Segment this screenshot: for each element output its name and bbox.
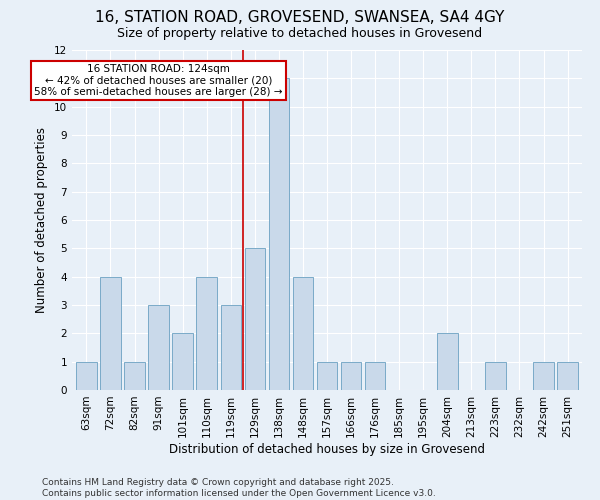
- Text: 16 STATION ROAD: 124sqm
← 42% of detached houses are smaller (20)
58% of semi-de: 16 STATION ROAD: 124sqm ← 42% of detache…: [34, 64, 283, 98]
- X-axis label: Distribution of detached houses by size in Grovesend: Distribution of detached houses by size …: [169, 442, 485, 456]
- Text: 16, STATION ROAD, GROVESEND, SWANSEA, SA4 4GY: 16, STATION ROAD, GROVESEND, SWANSEA, SA…: [95, 10, 505, 25]
- Bar: [485, 362, 506, 390]
- Bar: [172, 334, 193, 390]
- Bar: [317, 362, 337, 390]
- Bar: [341, 362, 361, 390]
- Bar: [76, 362, 97, 390]
- Bar: [437, 334, 458, 390]
- Bar: [269, 78, 289, 390]
- Bar: [196, 276, 217, 390]
- Text: Contains HM Land Registry data © Crown copyright and database right 2025.
Contai: Contains HM Land Registry data © Crown c…: [42, 478, 436, 498]
- Bar: [365, 362, 385, 390]
- Y-axis label: Number of detached properties: Number of detached properties: [35, 127, 49, 313]
- Bar: [148, 305, 169, 390]
- Bar: [100, 276, 121, 390]
- Bar: [245, 248, 265, 390]
- Bar: [221, 305, 241, 390]
- Bar: [533, 362, 554, 390]
- Bar: [557, 362, 578, 390]
- Text: Size of property relative to detached houses in Grovesend: Size of property relative to detached ho…: [118, 28, 482, 40]
- Bar: [293, 276, 313, 390]
- Bar: [124, 362, 145, 390]
